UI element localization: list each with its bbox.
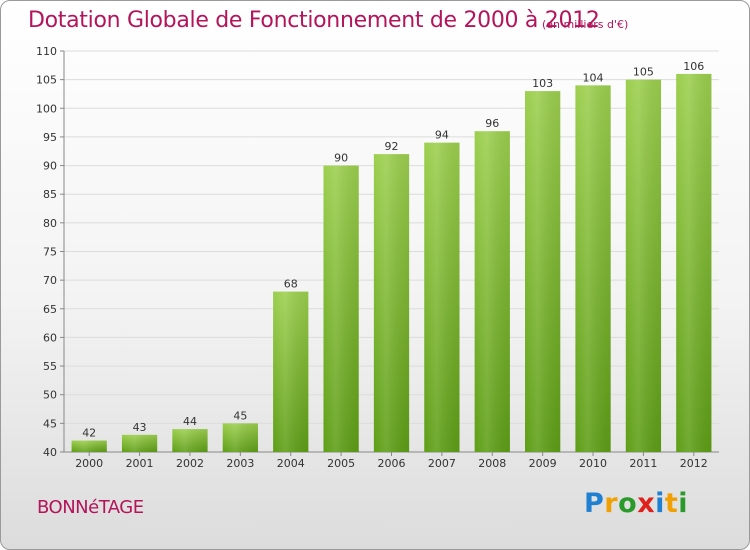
- commune-name: BONNéTAGE: [37, 497, 144, 518]
- bar-shine: [273, 291, 309, 452]
- y-tick-label: 45: [43, 417, 57, 430]
- data-label: 92: [385, 140, 399, 153]
- y-tick-label: 60: [43, 331, 57, 344]
- x-tick-label: 2003: [226, 457, 254, 470]
- y-tick-label: 80: [43, 217, 57, 230]
- y-tick-label: 95: [43, 131, 57, 144]
- x-tick-label: 2009: [529, 457, 557, 470]
- data-label: 42: [82, 427, 96, 440]
- data-label: 96: [485, 117, 499, 130]
- x-tick-label: 2001: [126, 457, 154, 470]
- x-tick-label: 2011: [629, 457, 657, 470]
- bar-shine: [424, 142, 460, 452]
- bar-shine: [323, 165, 359, 453]
- chart-title: Dotation Globale de Fonctionnement de 20…: [28, 8, 600, 33]
- logo-letter: x: [637, 488, 656, 519]
- x-tick-label: 2006: [378, 457, 406, 470]
- bar-shine: [222, 423, 258, 452]
- y-tick-label: 110: [36, 45, 57, 58]
- data-label: 105: [633, 66, 654, 79]
- logo-letter: r: [604, 488, 619, 519]
- bar-shine: [71, 440, 107, 452]
- y-tick-label: 85: [43, 188, 57, 201]
- data-label: 104: [583, 71, 604, 84]
- x-tick-label: 2008: [478, 457, 506, 470]
- x-tick-label: 2012: [680, 457, 708, 470]
- y-tick-label: 75: [43, 246, 57, 259]
- bar-shine: [121, 434, 158, 452]
- bar-shine: [172, 429, 208, 452]
- data-labels: 42 43 44 45 68 90 92 94 96 103 104 105 106: [82, 60, 704, 440]
- y-tick-label: 50: [43, 389, 57, 402]
- bar-shine: [625, 79, 662, 453]
- bars: [71, 73, 712, 453]
- x-tick-label: 2000: [75, 457, 103, 470]
- y-tick-label: 105: [36, 74, 57, 87]
- logo-letter: t: [664, 488, 679, 519]
- data-label: 94: [435, 129, 449, 142]
- data-label: 68: [284, 278, 298, 291]
- data-label: 45: [233, 409, 247, 422]
- proxiti-logo[interactable]: Proxiti: [584, 488, 688, 519]
- logo-letter: i: [678, 488, 689, 519]
- y-tick-label: 40: [43, 446, 57, 459]
- data-label: 103: [532, 77, 553, 90]
- bar-shine: [373, 154, 410, 452]
- logo-letter: o: [618, 488, 638, 519]
- y-tick-label: 55: [43, 360, 57, 373]
- data-label: 43: [133, 421, 147, 434]
- y-tick-label: 70: [43, 274, 57, 287]
- x-tick-label: 2010: [579, 457, 607, 470]
- x-tick-label: 2004: [277, 457, 305, 470]
- x-tick-label: 2005: [327, 457, 355, 470]
- bar-shine: [525, 91, 561, 452]
- bar-shine: [676, 73, 712, 453]
- logo-letter: P: [584, 488, 605, 519]
- bar-shine: [575, 85, 611, 452]
- chart-subtitle: (en milliers d'€): [542, 18, 629, 31]
- y-tick-label: 100: [36, 102, 57, 115]
- bar-shine: [474, 131, 510, 452]
- y-tick-label: 90: [43, 160, 57, 173]
- data-label: 106: [683, 60, 704, 73]
- y-tick-label: 65: [43, 303, 57, 316]
- x-tick-label: 2007: [428, 457, 456, 470]
- data-label: 90: [334, 152, 348, 165]
- x-tick-label: 2002: [176, 457, 204, 470]
- logo-letter: i: [655, 488, 665, 519]
- data-label: 44: [183, 415, 197, 428]
